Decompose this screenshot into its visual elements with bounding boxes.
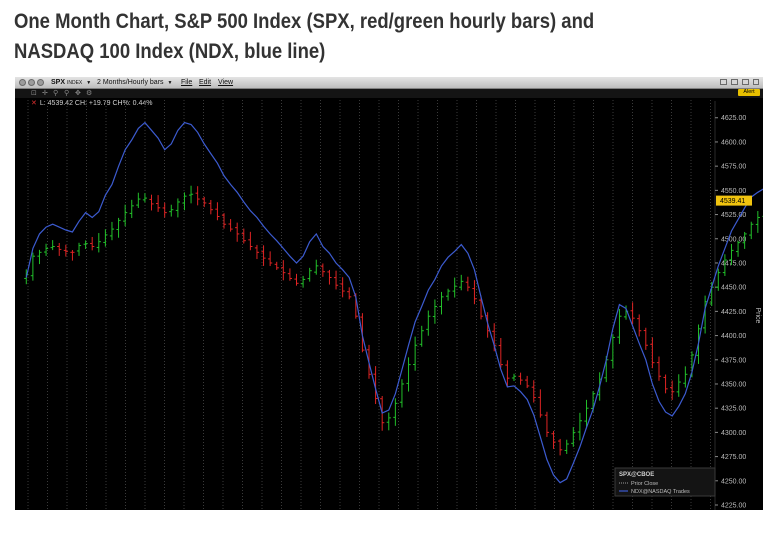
legend-prior-close: Prior Close — [631, 481, 658, 487]
y-tick-label: 4350.00 — [721, 381, 746, 388]
window-close-icon[interactable] — [753, 79, 759, 85]
move-icon[interactable]: ✥ — [75, 89, 81, 97]
chart-window: SPX INDEX ▼ 2 Months/Hourly bars ▼ File … — [15, 77, 763, 510]
alert-button[interactable]: Alert — [738, 89, 760, 96]
headline-line-1: One Month Chart, S&P 500 Index (SPX, red… — [14, 9, 595, 33]
timeframe-label: 2 Months/Hourly bars — [97, 79, 164, 86]
price-readout: ✕ L: 4539.42 CH: +19.79 CH%: 0.44% — [31, 99, 153, 107]
chevron-down-icon: ▼ — [167, 80, 173, 86]
y-tick-label: 4225.00 — [721, 503, 746, 510]
zoom-icon[interactable]: ⚲ — [53, 89, 59, 97]
y-tick-label: 4550.00 — [721, 188, 746, 195]
y-tick-label: 4400.00 — [721, 333, 746, 340]
y-tick-label: 4375.00 — [721, 357, 746, 364]
menu-file[interactable]: File — [181, 79, 193, 86]
y-tick-label: 4625.00 — [721, 115, 746, 122]
window-restore-icon[interactable] — [731, 79, 738, 85]
symbol-selector[interactable]: SPX INDEX ▼ — [51, 77, 91, 89]
y-tick-label: 4475.00 — [721, 260, 746, 267]
legend-ndx: NDX@NASDAQ Trades — [631, 489, 690, 495]
minimize-window-icon[interactable] — [28, 79, 35, 86]
y-tick-label: 4450.00 — [721, 285, 746, 292]
chart-type-icon[interactable]: ⊡ — [31, 89, 37, 97]
chevron-down-icon: ▼ — [86, 80, 92, 86]
y-tick-label: 4425.00 — [721, 309, 746, 316]
maximize-window-icon[interactable] — [37, 79, 44, 86]
crosshair-icon[interactable]: ✛ — [42, 89, 48, 97]
y-tick-label: 4300.00 — [721, 430, 746, 437]
y-tick-label: 4275.00 — [721, 454, 746, 461]
y-tick-label: 4500.00 — [721, 236, 746, 243]
x-icon[interactable]: ✕ — [31, 100, 37, 107]
chart-toolbar: ⊡ ✛ ⚲ ⚲ ✥ ⚙ Alert — [15, 89, 763, 98]
close-window-icon[interactable] — [19, 79, 26, 86]
timeframe-selector[interactable]: 2 Months/Hourly bars ▼ — [97, 77, 172, 89]
headline-line-2: NASDAQ 100 Index (NDX, blue line) — [14, 39, 326, 63]
y-tick-label: 4325.00 — [721, 406, 746, 413]
chart-link-icon[interactable] — [720, 79, 727, 85]
symbol-tag: INDEX — [66, 80, 83, 86]
last-price-label: 4539.41 — [720, 198, 745, 205]
readout-text: L: 4539.42 CH: +19.79 CH%: 0.44% — [39, 100, 153, 107]
legend-box — [614, 467, 716, 497]
menu-view[interactable]: View — [218, 79, 234, 86]
last-price-tag — [716, 195, 752, 206]
y-tick-label: 4250.00 — [721, 478, 746, 485]
y-tick-label: 4575.00 — [721, 164, 746, 171]
y-axis-label: Price — [754, 308, 761, 324]
chart-headline: One Month Chart, S&P 500 Index (SPX, red… — [14, 6, 764, 66]
y-tick-label: 4600.00 — [721, 139, 746, 146]
zoom-out-icon[interactable]: ⚲ — [64, 89, 70, 97]
symbol-label: SPX — [51, 79, 66, 86]
ndx-line — [25, 121, 763, 484]
menu-edit[interactable]: Edit — [199, 79, 212, 86]
window-resize-icon[interactable] — [742, 79, 749, 85]
settings-icon[interactable]: ⚙ — [86, 89, 93, 97]
y-tick-label: 4525.00 — [721, 212, 746, 219]
price-chart: 4625.00 4600.00 4575.00 4550.00 4525.00 4500.… — [24, 100, 763, 510]
legend-title: SPX@CBOE — [619, 472, 654, 478]
window-titlebar: SPX INDEX ▼ 2 Months/Hourly bars ▼ File … — [15, 77, 763, 89]
